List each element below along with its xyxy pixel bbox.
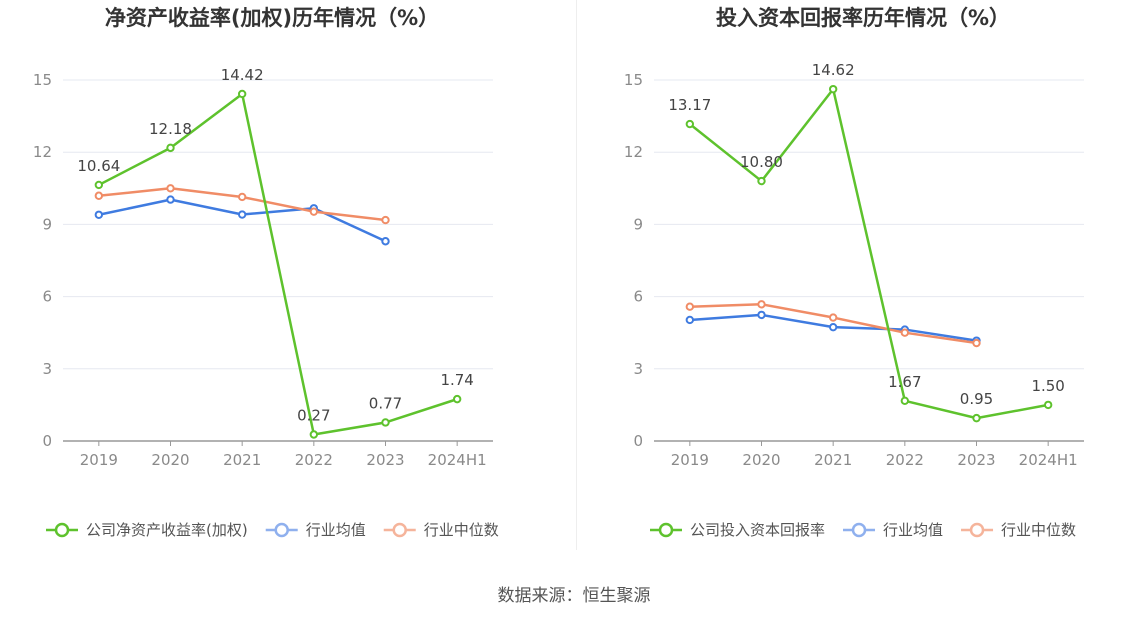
legend-swatch-marker — [274, 522, 289, 538]
data-point — [900, 396, 910, 406]
data-point — [94, 210, 104, 219]
data-point — [685, 315, 695, 325]
data-point — [309, 207, 319, 216]
data-point — [828, 84, 838, 94]
y-tick-label: 9 — [633, 215, 643, 233]
data-point — [381, 418, 390, 427]
chart-divider — [576, 0, 577, 550]
data-point — [757, 310, 766, 320]
x-tick-label: 2023 — [366, 451, 404, 469]
legend-swatch-marker — [54, 522, 70, 538]
x-tick-label: 2020 — [151, 451, 189, 469]
data-point — [381, 237, 390, 246]
data-label: 0.95 — [960, 390, 993, 408]
x-tick-label: 2021 — [223, 451, 261, 469]
legend-swatch-marker — [851, 522, 867, 538]
legend-label: 行业均值 — [883, 521, 943, 539]
legend-label: 公司净资产收益率(加权) — [86, 521, 248, 539]
legend-label: 行业均值 — [306, 521, 366, 539]
data-point — [309, 430, 319, 439]
data-point — [452, 394, 462, 404]
data-point — [237, 89, 247, 99]
series-line — [98, 198, 387, 243]
data-point — [94, 191, 104, 200]
data-point — [237, 192, 247, 202]
y-tick-label: 12 — [624, 143, 643, 161]
data-point — [828, 313, 838, 322]
data-point — [381, 215, 390, 225]
data-point — [166, 195, 175, 204]
chart-title: 投入资本回报率历年情况（%） — [716, 6, 1010, 30]
legend-label: 公司投入资本回报率 — [690, 521, 825, 539]
y-tick-label: 9 — [42, 215, 52, 233]
data-point — [94, 180, 104, 190]
data-point — [972, 413, 981, 423]
data-point — [166, 184, 175, 193]
x-tick-label: 2019 — [671, 451, 709, 469]
roe-chart: 净资产收益率(加权)历年情况（%） 0 3 6 9 12 15 2019 2020 2021 202… — [33, 6, 499, 539]
y-tick-label: 12 — [33, 143, 52, 161]
legend-swatch-marker — [658, 522, 674, 538]
x-tick-label: 2024H1 — [428, 451, 487, 469]
x-tick-label: 2024H1 — [1019, 451, 1078, 469]
y-tick-label: 3 — [633, 360, 643, 378]
roic-chart: 投入资本回报率历年情况（%） 0 3 6 9 12 15 2019 2020 2021 2022 20… — [624, 6, 1084, 539]
y-tick-label: 15 — [624, 71, 643, 89]
data-source: 数据来源：恒生聚源 — [497, 586, 651, 606]
legend-swatch-marker — [969, 522, 985, 538]
data-label: 0.77 — [369, 394, 402, 412]
legend-label: 行业中位数 — [1001, 521, 1076, 539]
data-point — [1043, 400, 1053, 410]
data-point — [828, 322, 838, 332]
data-point — [757, 176, 766, 186]
series-line — [689, 87, 1049, 420]
data-point — [757, 300, 766, 309]
data-point — [685, 302, 695, 311]
data-label: 0.27 — [297, 407, 330, 425]
data-label: 10.80 — [740, 153, 783, 171]
legend-swatch-marker — [392, 522, 407, 538]
data-point — [972, 338, 981, 348]
data-label: 1.74 — [440, 371, 473, 389]
data-point — [685, 119, 695, 129]
y-tick-label: 15 — [33, 71, 52, 89]
data-label: 14.62 — [812, 61, 855, 79]
data-label: 10.64 — [77, 157, 120, 175]
data-label: 1.50 — [1031, 377, 1064, 395]
data-label: 13.17 — [668, 96, 711, 114]
series-line — [98, 92, 458, 436]
x-tick-label: 2019 — [80, 451, 118, 469]
data-label: 1.67 — [888, 373, 921, 391]
x-tick-label: 2020 — [742, 451, 780, 469]
y-tick-label: 0 — [42, 432, 52, 450]
x-tick-label: 2021 — [814, 451, 852, 469]
y-tick-label: 0 — [633, 432, 643, 450]
x-tick-label: 2022 — [295, 451, 333, 469]
data-label: 14.42 — [221, 66, 264, 84]
y-tick-label: 6 — [42, 288, 52, 306]
y-tick-label: 3 — [42, 360, 52, 378]
data-label: 12.18 — [149, 120, 192, 138]
data-point — [237, 210, 247, 219]
y-tick-label: 6 — [633, 288, 643, 306]
x-tick-label: 2023 — [957, 451, 995, 469]
chart-title: 净资产收益率(加权)历年情况（%） — [105, 6, 439, 30]
data-point — [900, 328, 910, 337]
x-tick-label: 2022 — [886, 451, 924, 469]
legend-label: 行业中位数 — [424, 521, 499, 539]
data-point — [166, 143, 175, 153]
